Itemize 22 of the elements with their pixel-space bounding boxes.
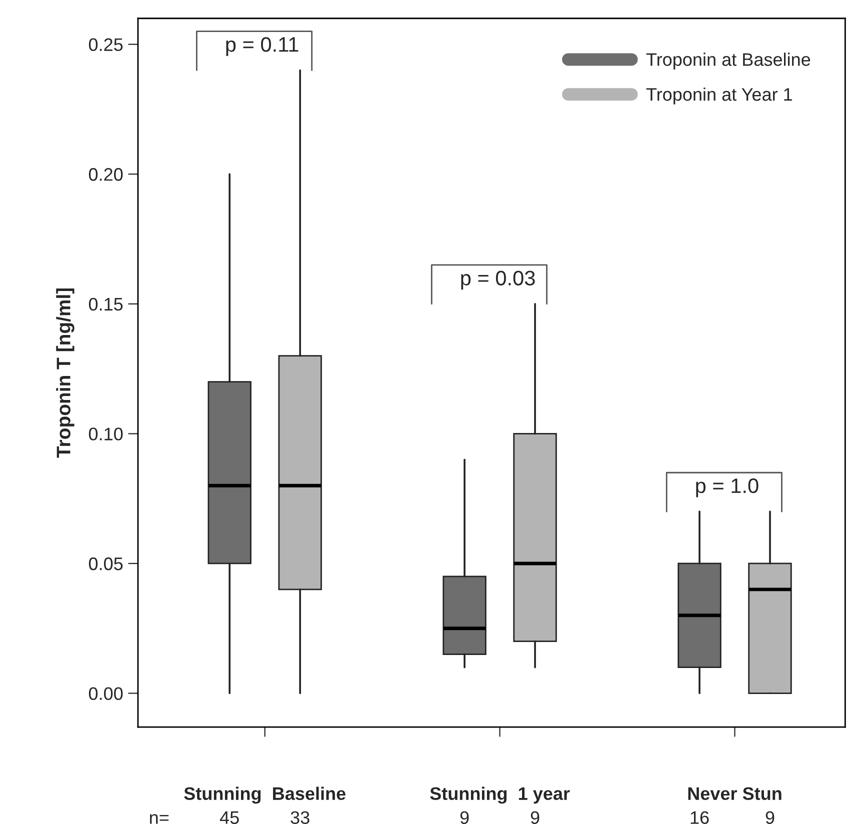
- y-tick-label: 0.10: [88, 428, 123, 440]
- legend-label: Troponin at Year 1: [646, 88, 792, 104]
- y-tick-label: 0.15: [88, 298, 123, 311]
- text: n=: [150, 814, 169, 824]
- text: 9: [460, 811, 469, 824]
- text: 16: [690, 811, 709, 824]
- x-tick-label: Stunning 1 year: [430, 786, 570, 804]
- y-axis-title: Troponin T [ng/ml]: [56, 288, 74, 458]
- annotation: p = 0.11: [226, 37, 298, 56]
- y-tick-label: 0.05: [88, 557, 123, 570]
- y-tick-label: 0.20: [88, 168, 123, 181]
- text: 9: [530, 811, 540, 824]
- annotation: p = 1.0: [696, 478, 758, 498]
- text: 9: [766, 811, 774, 824]
- x-tick-label: Never Stun: [688, 787, 782, 800]
- y-tick-label: 0.25: [88, 38, 123, 52]
- text: 33: [290, 811, 310, 824]
- text: 45: [220, 811, 239, 824]
- annotation: p = 0.03: [461, 270, 535, 290]
- legend-label: Troponin at Baseline: [646, 52, 810, 70]
- y-tick-label: 0.00: [88, 687, 123, 700]
- x-tick-label: Stunning Baseline: [184, 786, 346, 804]
